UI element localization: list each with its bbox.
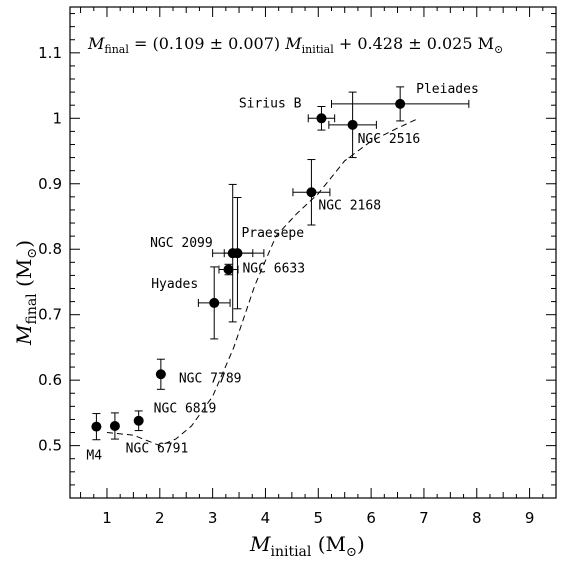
eq-mid-sub: initial <box>302 43 335 56</box>
y-tick-label: 1 <box>52 109 62 127</box>
data-point <box>223 197 265 310</box>
eq-mid: M <box>284 34 302 53</box>
data-point <box>307 106 336 131</box>
y-tick-label: 0.8 <box>38 240 62 258</box>
model-curve-path <box>106 117 419 447</box>
x-tick-label: 1 <box>102 509 112 527</box>
eq-lhs: M <box>87 34 105 53</box>
data-point <box>155 358 166 390</box>
data-point <box>109 412 120 440</box>
point-label: Hyades <box>151 277 198 292</box>
x-tick-label: 8 <box>472 509 482 527</box>
point-label: NGC 2099 <box>150 236 213 251</box>
y-tick-label: 0.6 <box>38 371 62 389</box>
data-marker <box>91 421 102 432</box>
eq-slope: (0.109 ± 0.007) <box>152 34 280 53</box>
point-label: NGC 2168 <box>318 198 381 213</box>
ticks: 1 2 3 4 5 6 7 8 9 0.5 0.6 0.7 0.8 0.9 1 1.1 <box>38 7 557 527</box>
data-point <box>330 86 470 122</box>
model-curve <box>106 117 419 447</box>
data-marker <box>209 297 220 308</box>
x-axis-label: Minitial (M⊙) <box>249 532 365 560</box>
data-point <box>91 413 102 441</box>
data-marker <box>133 415 144 426</box>
y-tick-label: 0.7 <box>38 306 62 324</box>
data-marker <box>347 119 358 130</box>
data-marker <box>306 187 317 198</box>
eq-intercept: + 0.428 ± 0.025 M <box>339 34 494 53</box>
point-label: NGC 2516 <box>358 132 421 147</box>
data-marker <box>316 113 327 124</box>
y-tick-label: 1.1 <box>38 44 62 62</box>
data-marker <box>395 98 406 109</box>
point-label: Sirius B <box>239 96 302 111</box>
point-label: NGC 6791 <box>126 442 189 457</box>
x-tick-label: 2 <box>155 509 165 527</box>
equation: Mfinal = (0.109 ± 0.007) Minitial + 0.42… <box>87 34 503 56</box>
data-points <box>91 86 470 441</box>
point-label: M4 <box>86 449 102 464</box>
data-point <box>133 410 144 432</box>
x-tick-label: 9 <box>525 509 535 527</box>
eq-lhs-sub: final <box>104 43 129 56</box>
data-point <box>292 159 331 226</box>
x-tick-label: 3 <box>208 509 218 527</box>
x-tick-label: 7 <box>419 509 429 527</box>
data-marker <box>223 264 234 275</box>
data-marker <box>155 369 166 380</box>
eq-unit-sub: ⊙ <box>494 43 503 56</box>
point-label: NGC 7789 <box>179 371 242 386</box>
point-label: Praesepe <box>241 226 304 241</box>
point-label: NGC 6819 <box>154 402 217 417</box>
data-point <box>197 266 231 340</box>
data-point <box>218 263 239 276</box>
y-axis-label: Mfinal (M⊙) <box>12 240 40 346</box>
x-tick-label: 5 <box>314 509 324 527</box>
plot-frame <box>69 6 557 499</box>
data-point <box>328 91 377 159</box>
point-labels: M4 NGC 6819 NGC 6791 NGC 7789 Hyades NGC 6633… <box>86 82 478 464</box>
x-tick-label: 6 <box>366 509 376 527</box>
y-tick-label: 0.5 <box>38 437 62 455</box>
x-tick-label: 4 <box>261 509 271 527</box>
data-marker <box>232 248 243 259</box>
point-label: NGC 6633 <box>242 262 305 277</box>
point-label: Pleiades <box>416 82 479 97</box>
y-tick-label: 0.9 <box>38 175 62 193</box>
data-marker <box>109 420 120 431</box>
